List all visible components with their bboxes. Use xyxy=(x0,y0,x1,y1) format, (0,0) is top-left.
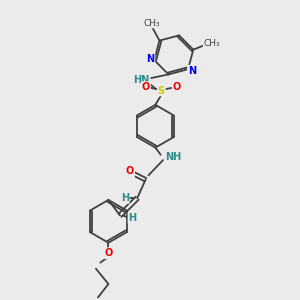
Text: N: N xyxy=(146,54,154,64)
Text: O: O xyxy=(172,82,181,92)
Text: S: S xyxy=(158,85,165,96)
Text: NH: NH xyxy=(166,152,182,162)
Text: H: H xyxy=(128,213,136,223)
Text: O: O xyxy=(142,82,150,92)
Text: H: H xyxy=(121,193,129,203)
Text: N: N xyxy=(188,66,196,76)
Text: O: O xyxy=(104,248,112,258)
Text: O: O xyxy=(126,167,134,176)
Text: HN: HN xyxy=(134,75,150,85)
Text: CH₃: CH₃ xyxy=(204,39,220,48)
Text: CH₃: CH₃ xyxy=(144,19,160,28)
